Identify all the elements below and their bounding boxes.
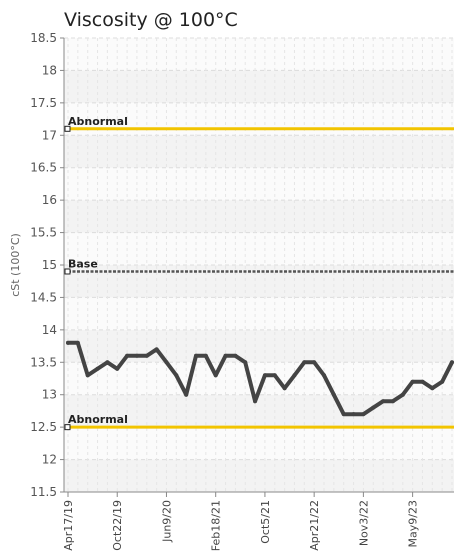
plot-background	[64, 38, 454, 492]
data-point	[164, 360, 169, 365]
data-point	[272, 373, 277, 378]
y-axis-label: cSt (100°C)	[9, 233, 22, 297]
data-point	[174, 373, 179, 378]
reference-line-label: Abnormal	[68, 115, 128, 128]
y-tick-label: 15.5	[30, 226, 57, 240]
plot-band	[64, 265, 454, 298]
data-point	[381, 399, 386, 404]
x-tick-label: Apr17/19	[62, 500, 75, 551]
data-point	[371, 405, 376, 410]
data-point	[302, 360, 307, 365]
viscosity-series-line	[66, 340, 454, 417]
data-point	[115, 366, 120, 371]
chart-title: Viscosity @ 100°C	[64, 9, 238, 31]
data-point	[341, 412, 346, 417]
data-point	[253, 399, 258, 404]
plot-band	[64, 297, 454, 330]
y-tick-label: 12.5	[30, 420, 57, 434]
y-tick-label: 13	[42, 388, 57, 402]
data-point	[66, 340, 70, 345]
x-tick-label: Feb18/21	[210, 500, 223, 551]
plot-band	[64, 38, 454, 71]
y-tick-label: 18	[42, 63, 57, 77]
y-tick-label: 17	[42, 128, 57, 142]
reference-marker	[64, 268, 71, 275]
reference-line-label: Base	[68, 257, 98, 270]
data-point	[430, 386, 435, 391]
x-tick-label: Oct5/21	[259, 500, 272, 544]
y-tick-label: 15	[42, 258, 57, 272]
y-tick-label: 16	[42, 193, 57, 207]
data-point	[213, 373, 218, 378]
reference-marker	[64, 424, 71, 431]
data-point	[75, 340, 80, 345]
reference-marker	[64, 125, 71, 132]
y-tick-labels: 11.5 12 12.5 13 13.5 14 14.5 15 15.5 16 16.5 17 17.5…	[30, 31, 64, 499]
plot-band	[64, 167, 454, 201]
data-point	[203, 353, 208, 358]
plot-band	[64, 329, 454, 363]
data-point	[410, 379, 415, 384]
plot-band	[64, 232, 454, 265]
data-point	[390, 399, 395, 404]
y-tick-label: 13.5	[30, 355, 57, 369]
y-tick-label: 17.5	[30, 96, 57, 110]
data-point	[125, 353, 130, 358]
x-tick-labels: Apr17/19 Oct22/19 Jun9/20 Feb18/21 Oct5/21 Ap…	[62, 492, 420, 551]
data-point	[194, 353, 198, 358]
data-point	[95, 366, 100, 371]
data-point	[134, 353, 139, 358]
data-point	[450, 360, 454, 365]
series-layer	[66, 340, 454, 417]
x-tick-label: May9/23	[407, 500, 420, 547]
x-tick-label: Oct22/19	[111, 500, 124, 551]
y-tick-label: 14.5	[30, 290, 57, 304]
y-tick-label: 18.5	[30, 31, 57, 45]
data-point	[351, 412, 356, 417]
data-point	[262, 373, 267, 378]
data-point	[282, 386, 287, 391]
data-point	[85, 373, 90, 378]
data-point	[400, 392, 405, 397]
plot-band	[64, 200, 454, 233]
y-tick-label: 14	[42, 323, 57, 337]
data-point	[154, 347, 159, 352]
data-point	[331, 392, 336, 397]
y-tick-label: 11.5	[30, 485, 57, 499]
y-tick-label: 16.5	[30, 161, 57, 175]
x-tick-label: Jun9/20	[160, 500, 173, 543]
data-point	[440, 379, 445, 384]
data-point	[144, 353, 149, 358]
plot-band	[64, 135, 454, 168]
reference-lines: Abnormal Base Abnormal	[64, 115, 454, 431]
plot-band	[64, 459, 454, 492]
data-point	[312, 360, 317, 365]
plot-band	[64, 70, 454, 103]
y-tick-label: 12	[42, 453, 57, 467]
data-point	[223, 353, 228, 358]
data-point	[292, 373, 297, 378]
data-point	[105, 360, 110, 365]
x-tick-label: Apr21/22	[308, 500, 321, 551]
data-point	[420, 379, 425, 384]
data-point	[361, 412, 366, 417]
reference-line-label: Abnormal	[68, 413, 128, 426]
plot-band	[64, 427, 454, 460]
data-point	[322, 373, 326, 378]
data-point	[243, 360, 248, 365]
x-tick-label: Nov3/22	[357, 500, 370, 546]
data-point	[184, 392, 189, 397]
data-point	[233, 353, 238, 358]
gridlines	[64, 37, 454, 493]
